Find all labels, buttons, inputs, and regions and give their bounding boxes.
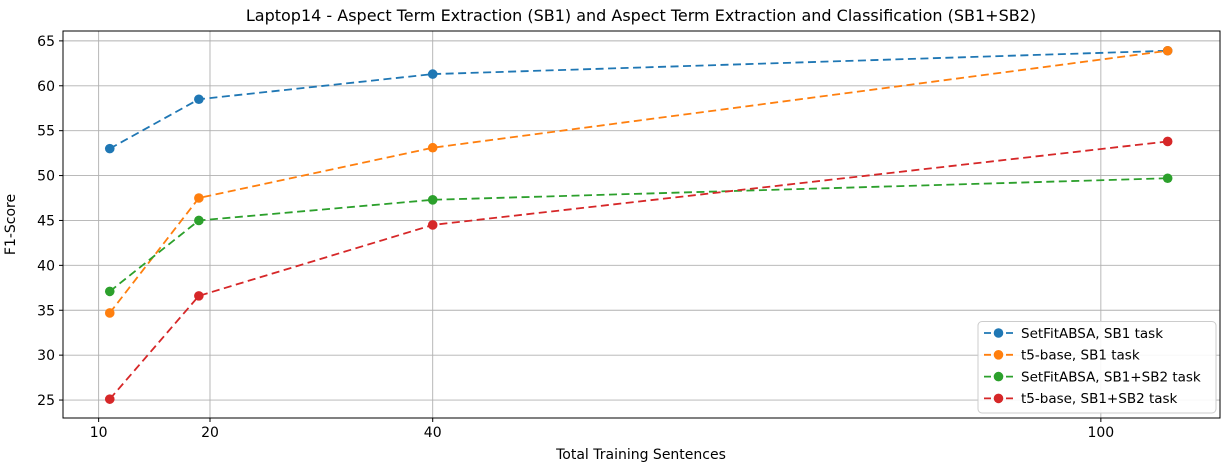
series-line-t5-base-sb1-task — [109, 49, 1168, 314]
series-line-setfitabsa-sb1-sb2-task — [109, 177, 1168, 293]
y-tick-label: 65 — [37, 34, 55, 50]
legend-entry: SetFitABSA, SB1 task — [984, 326, 1163, 342]
x-tick-label: 20 — [201, 425, 219, 441]
chart-title: Laptop14 - Aspect Term Extraction (SB1) … — [246, 6, 1036, 25]
legend-label: SetFitABSA, SB1+SB2 task — [1021, 369, 1201, 385]
legend: SetFitABSA, SB1 task t5-base, SB1 task Set… — [977, 321, 1217, 414]
x-axis-label: Total Training Sentences — [555, 447, 726, 463]
series-line-setfitabsa-sb1-task — [109, 49, 1168, 150]
x-tick-label: 40 — [424, 425, 442, 441]
data-point-setfitabsa-sb1-task-2 — [427, 69, 438, 79]
y-tick-label: 30 — [37, 348, 55, 364]
legend-label: SetFitABSA, SB1 task — [1021, 326, 1163, 342]
data-point-t5-base-sb1-sb2-task-0 — [104, 394, 115, 404]
series-layer — [104, 45, 1173, 404]
data-point-t5-base-sb1-task-2 — [427, 142, 438, 153]
data-point-t5-base-sb1-task-3 — [1162, 45, 1173, 56]
series-line-t5-base-sb1-sb2-task — [109, 140, 1168, 400]
data-point-t5-base-sb1-sb2-task-3 — [1162, 136, 1173, 147]
y-tick-label: 45 — [37, 213, 55, 229]
data-point-t5-base-sb1-sb2-task-2 — [427, 220, 438, 230]
legend-entry: SetFitABSA, SB1+SB2 task — [984, 369, 1201, 385]
legend-marker — [993, 371, 1004, 382]
legend-entry: t5-base, SB1+SB2 task — [984, 391, 1178, 407]
data-point-t5-base-sb1-task-0 — [104, 308, 115, 318]
x-tick-label: 10 — [90, 425, 108, 441]
data-point-setfitabsa-sb1-task-1 — [194, 94, 204, 105]
legend-marker — [993, 350, 1004, 360]
y-tick-label: 50 — [37, 169, 55, 185]
y-tick-label: 60 — [37, 79, 55, 95]
data-point-setfitabsa-sb1-sb2-task-2 — [427, 195, 438, 205]
x-tick-label: 100 — [1087, 425, 1114, 441]
y-tick-label: 35 — [37, 303, 55, 319]
y-tick-label: 25 — [37, 393, 55, 409]
data-point-setfitabsa-sb1-sb2-task-1 — [194, 215, 204, 226]
legend-label: t5-base, SB1 task — [1021, 348, 1140, 364]
y-axis-label: F1-Score — [3, 194, 19, 255]
legend-box — [977, 321, 1217, 414]
legend-marker — [993, 393, 1004, 404]
data-point-t5-base-sb1-task-1 — [194, 193, 204, 203]
grid-layer — [63, 31, 1220, 418]
data-point-setfitabsa-sb1-task-0 — [104, 143, 115, 154]
tick-layer: 10 20 40 100 25 30 35 40 45 50 55 60 65 — [37, 34, 1114, 441]
data-point-setfitabsa-sb1-sb2-task-3 — [1162, 173, 1173, 184]
plot-frame — [62, 30, 1221, 419]
data-point-t5-base-sb1-sb2-task-1 — [194, 291, 204, 301]
legend-label: t5-base, SB1+SB2 task — [1021, 391, 1178, 407]
y-tick-label: 40 — [37, 258, 55, 274]
legend-marker — [993, 328, 1004, 338]
legend-entry: t5-base, SB1 task — [984, 348, 1140, 364]
data-point-setfitabsa-sb1-sb2-task-0 — [104, 286, 115, 297]
y-tick-label: 55 — [37, 124, 55, 140]
